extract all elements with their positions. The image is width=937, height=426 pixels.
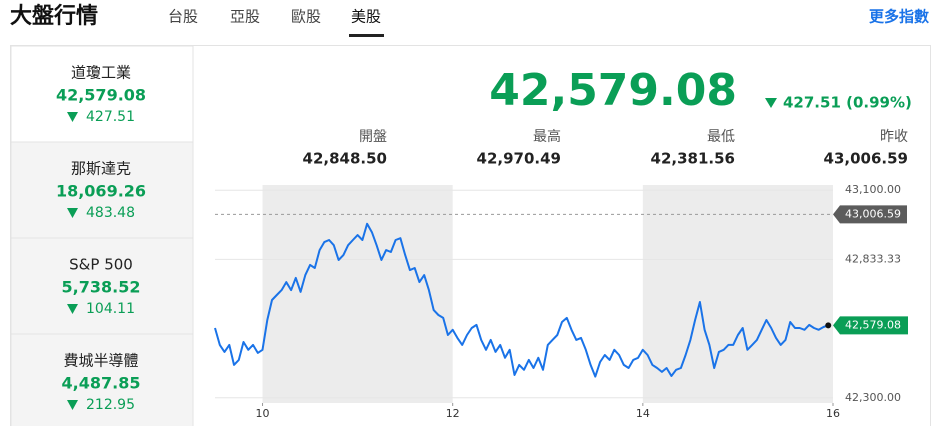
index-card[interactable] xyxy=(10,237,194,335)
session-band xyxy=(642,185,833,403)
stats: 開盤 42,848.50 最高 42,970.49 最低 42,381.56 昨收 43,00… xyxy=(303,128,908,168)
index-card[interactable] xyxy=(10,333,194,426)
down-arrow xyxy=(67,208,78,218)
stat-label: 昨收 xyxy=(880,129,908,145)
tab[interactable]: 歐股 xyxy=(291,8,321,26)
last-price-label: 42,579.08 xyxy=(845,318,901,331)
index-name: S&P 500 xyxy=(69,256,133,274)
quote-change: 427.51 (0.99%) xyxy=(783,94,912,112)
quote-price: 42,579.08 xyxy=(489,65,737,116)
x-tick-label: 16 xyxy=(826,407,840,420)
stat-value: 42,848.50 xyxy=(303,150,387,168)
tab-underline xyxy=(349,34,384,37)
index-value: 5,738.52 xyxy=(62,278,141,297)
stat-value: 42,970.49 xyxy=(477,150,561,168)
index-value: 18,069.26 xyxy=(56,182,146,201)
index-name: 那斯達克 xyxy=(71,160,131,178)
last-price-tag xyxy=(833,316,908,335)
x-tick-label: 14 xyxy=(636,407,650,420)
down-arrow xyxy=(765,98,777,108)
stat-value: 42,381.56 xyxy=(651,150,735,168)
down-arrow xyxy=(67,112,78,122)
index-value: 4,487.85 xyxy=(62,374,141,393)
tab[interactable]: 台股 xyxy=(168,8,198,26)
index-change: 212.95 xyxy=(86,397,135,413)
page-title: 大盤行情 xyxy=(10,3,98,29)
stat-value: 43,006.59 xyxy=(824,150,908,168)
y-tick-label: 42,833.33 xyxy=(845,252,901,265)
reference-tag xyxy=(833,205,907,224)
reference-label: 43,006.59 xyxy=(845,207,901,220)
index-change: 483.48 xyxy=(86,205,135,221)
x-tick-label: 10 xyxy=(256,407,270,420)
stat-label: 開盤 xyxy=(359,129,387,145)
down-arrow xyxy=(67,304,78,314)
x-tick-label: 12 xyxy=(446,407,460,420)
index-value: 42,579.08 xyxy=(56,86,146,105)
last-point xyxy=(825,322,832,329)
index-name: 費城半導體 xyxy=(63,352,138,370)
down-arrow xyxy=(67,400,78,410)
index-name: 道瓊工業 xyxy=(71,64,131,82)
session-band xyxy=(262,185,453,403)
y-tick-label: 43,100.00 xyxy=(845,183,901,196)
stat-label: 最高 xyxy=(533,128,561,145)
more-link[interactable]: 更多指數 xyxy=(869,8,929,26)
price-line xyxy=(214,222,829,378)
tab-active[interactable]: 美股 xyxy=(351,8,381,26)
index-change: 104.11 xyxy=(86,301,135,317)
y-tick-label: 42,300.00 xyxy=(845,391,901,404)
tab[interactable]: 亞股 xyxy=(230,8,260,26)
index-card[interactable] xyxy=(10,141,194,239)
index-list: 道瓊工業 42,579.08 427.51 那斯達克 18,069.26 483.48 S&… xyxy=(10,45,194,426)
stat-label: 最低 xyxy=(707,129,735,145)
index-change: 427.51 xyxy=(86,109,135,125)
chart: 43,100.00 42,833.33 42,300.00 10 12 14 16 43,00… xyxy=(214,183,908,420)
